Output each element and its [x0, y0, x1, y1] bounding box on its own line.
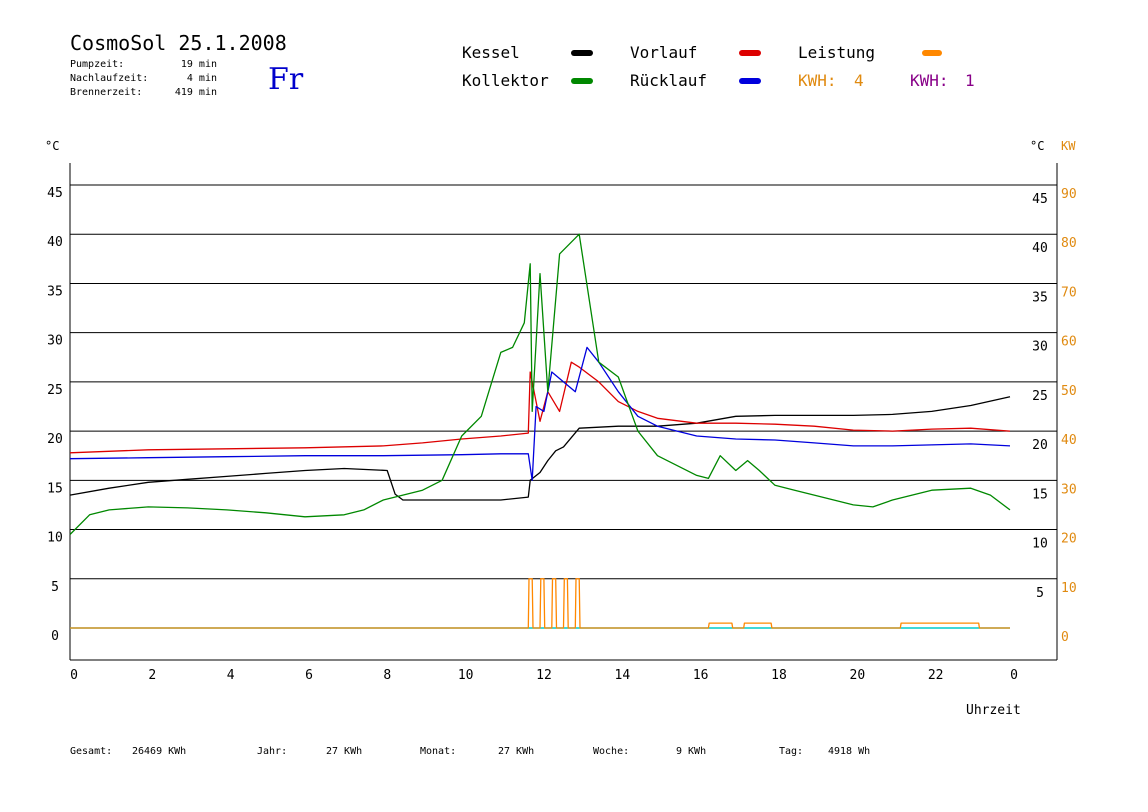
- legend-label-ruecklauf: Rücklauf: [630, 71, 707, 90]
- legend-label-kollektor: Kollektor: [462, 71, 549, 90]
- legend-kwh-purple-value: 1: [965, 71, 975, 90]
- kw-tick-label: 0: [1061, 630, 1069, 645]
- series-line-rcklauf: [69, 346, 1011, 481]
- y-axis-label-kw: KW: [1061, 139, 1076, 153]
- legend-label-kessel: Kessel: [462, 43, 520, 62]
- y-tick-label-right: 20: [1032, 438, 1048, 453]
- x-axis-label: Uhrzeit: [966, 703, 1021, 718]
- kw-tick-label: 30: [1061, 482, 1077, 497]
- x-tick-label: 18: [771, 668, 787, 683]
- y-tick-label-right: 10: [1032, 537, 1048, 552]
- y-tick-label-left: 10: [47, 531, 63, 546]
- series-lines: [69, 233, 1011, 629]
- chart-title: CosmoSol 25.1.2008: [70, 31, 287, 55]
- footer-monat-value: 27 KWh: [498, 746, 534, 757]
- footer-tag-label: Tag:: [779, 746, 803, 757]
- x-tick-label: 4: [227, 668, 235, 683]
- footer-woche-label: Woche:: [593, 746, 629, 757]
- series-line-kollektor: [69, 233, 1011, 535]
- x-tick-label: 10: [458, 668, 474, 683]
- stat-brenner-value: 419 min: [175, 87, 217, 98]
- legend-kwh-orange-value: 4: [854, 71, 864, 90]
- stats-block: Pumpzeit: 19 min Nachlaufzeit: 4 min Bre…: [70, 59, 217, 98]
- footer-woche-value: 9 KWh: [676, 746, 706, 757]
- x-tick-label: 2: [148, 668, 156, 683]
- stat-pump-value: 19 min: [181, 59, 217, 70]
- x-tick-label: 22: [928, 668, 944, 683]
- y-tick-label-right: 35: [1032, 290, 1048, 305]
- kw-tick-labels: 0 10 20 30 40 50 60 70 80 90: [1061, 187, 1077, 645]
- y-axis-label-left: °C: [45, 139, 59, 153]
- y-tick-label-right: 40: [1032, 241, 1048, 256]
- kw-tick-label: 20: [1061, 532, 1077, 547]
- stat-pump-label: Pumpzeit:: [70, 59, 124, 70]
- y-tick-label-right: 25: [1032, 389, 1048, 404]
- y-tick-label-left: 15: [47, 481, 63, 496]
- stat-nachlauf-value: 4 min: [187, 73, 217, 84]
- x-tick-label: 0: [1010, 668, 1018, 683]
- kw-tick-label: 60: [1061, 335, 1077, 350]
- y-tick-label-left: 40: [47, 235, 63, 250]
- kw-tick-label: 40: [1061, 433, 1077, 448]
- y-tick-labels-right: 5 10 15 20 25 30 35 40 45: [1032, 192, 1048, 601]
- footer-gesamt-label: Gesamt:: [70, 746, 112, 757]
- footer-gesamt-value: 26469 KWh: [132, 746, 186, 757]
- footer-jahr-label: Jahr:: [257, 746, 287, 757]
- y-tick-label-left: 5: [51, 580, 59, 595]
- y-tick-label-left: 30: [47, 334, 63, 349]
- footer-monat-label: Monat:: [420, 746, 456, 757]
- y-tick-label-left: 35: [47, 284, 63, 299]
- legend-label-leistung: Leistung: [798, 43, 875, 62]
- y-tick-label-right: 5: [1036, 586, 1044, 601]
- kw-tick-label: 10: [1061, 581, 1077, 596]
- kw-tick-label: 90: [1061, 187, 1077, 202]
- x-tick-label: 6: [305, 668, 313, 683]
- legend-kwh-orange-label: KWH:: [798, 71, 837, 90]
- series-line-leistung: [70, 578, 1010, 629]
- legend-label-vorlauf: Vorlauf: [630, 43, 697, 62]
- x-tick-labels: 0 2 4 6 8 10 12 14 16 18 20 22 0: [70, 668, 1018, 683]
- y-tick-label-left: 0: [51, 629, 59, 644]
- weekday-label: Fr: [268, 62, 304, 97]
- y-tick-labels-left: 0 5 10 15 20 25 30 35 40 45: [47, 186, 63, 644]
- y-tick-label-right: 15: [1032, 487, 1048, 502]
- x-tick-label: 0: [70, 668, 78, 683]
- y-axis-label-right: °C: [1030, 139, 1044, 153]
- y-tick-label-left: 25: [47, 383, 63, 398]
- kw-tick-label: 50: [1061, 384, 1077, 399]
- series-line-vorlauf: [69, 361, 1011, 454]
- series-line-kessel: [69, 396, 1011, 501]
- x-tick-label: 14: [615, 668, 631, 683]
- y-tick-label-right: 45: [1032, 192, 1048, 207]
- x-tick-label: 8: [383, 668, 391, 683]
- stat-nachlauf-label: Nachlaufzeit:: [70, 73, 148, 84]
- legend-kwh-purple-label: KWH:: [910, 71, 949, 90]
- y-tick-label-left: 45: [47, 186, 63, 201]
- footer-jahr-value: 27 KWh: [326, 746, 362, 757]
- x-tick-label: 16: [693, 668, 709, 683]
- y-tick-label-left: 20: [47, 432, 63, 447]
- footer-totals: Gesamt: 26469 KWh Jahr: 27 KWh Monat: 27…: [70, 746, 870, 757]
- axes: [69, 163, 1058, 661]
- x-tick-label: 12: [536, 668, 552, 683]
- kw-tick-label: 70: [1061, 285, 1077, 300]
- y-tick-label-right: 30: [1032, 340, 1048, 355]
- stat-brenner-label: Brennerzeit:: [70, 87, 142, 98]
- legend: Kessel Vorlauf Leistung Kollektor Rückla…: [462, 43, 975, 90]
- grid-lines: [70, 184, 1057, 580]
- footer-tag-value: 4918 Wh: [828, 746, 870, 757]
- x-tick-label: 20: [850, 668, 866, 683]
- kw-tick-label: 80: [1061, 236, 1077, 251]
